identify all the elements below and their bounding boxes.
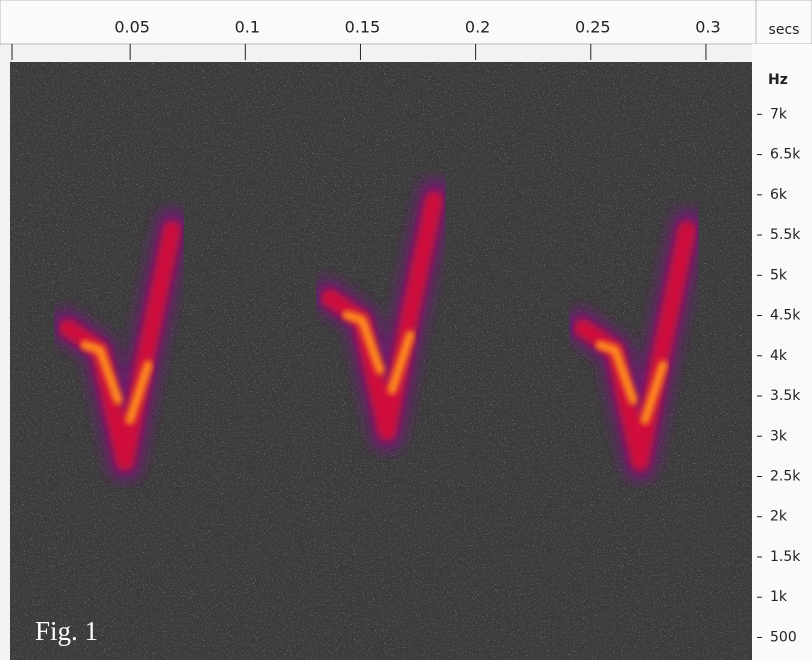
y-tick-label: 5.5k [770,227,801,243]
x-axis-label: secs [769,22,800,38]
y-tick-label: 2k [770,509,788,525]
y-tick-label: 7k [770,106,788,122]
y-tick-label: 4.5k [770,308,801,324]
x-tick-label: 0.15 [345,18,381,37]
y-tick-label: 3.5k [770,388,801,404]
x-tick-label: 0.25 [575,18,611,37]
x-tick-label: 0.2 [465,18,490,37]
y-tick-label: 1.5k [770,549,801,565]
x-tick-label: 0.3 [695,18,720,37]
y-tick-label: 1k [770,589,788,605]
y-tick-label: 3k [770,428,788,444]
secs-box [755,0,812,45]
y-axis-label: Hz [768,72,788,88]
y-tick-label: 4k [770,348,788,364]
time-ruler [0,0,757,45]
y-tick-label: 5k [770,267,788,283]
x-tick-label: 0.05 [114,18,150,37]
y-tick-label: 2.5k [770,468,801,484]
y-tick-label: 6.5k [770,147,801,163]
y-tick-label: 6k [770,187,788,203]
y-tick-label: 500 [770,629,797,645]
figure-annotation: Fig. 1 [35,616,98,646]
x-tick-label: 0.1 [235,18,260,37]
